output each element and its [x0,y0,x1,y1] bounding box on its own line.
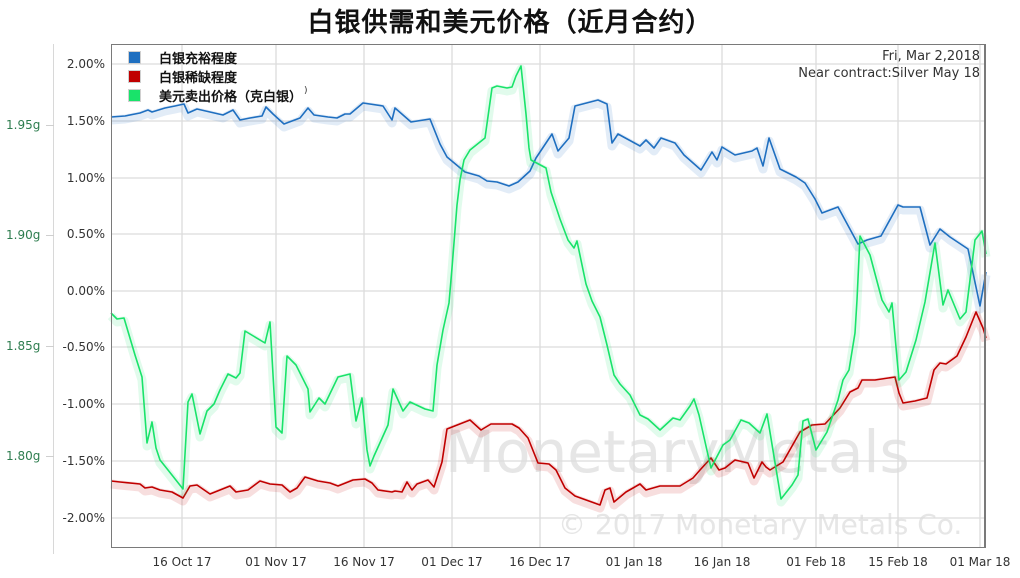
date-tick: 01 Mar 18 [949,555,1011,569]
legend-label: 白银稀缺程度 [159,71,238,86]
pct-tick: 0.00% [66,284,105,298]
gridlines [111,44,986,548]
date-tick: 16 Jan 18 [693,555,751,569]
legend-extra-paren: ) [304,85,308,96]
legend-label: 白银充裕程度 [159,52,238,67]
scarcity-line-shadow [110,310,991,513]
pct-tick: -0.50% [62,340,105,354]
price-tick: 1.95g [6,118,41,132]
legend-swatch-blue [128,51,141,64]
price-tick-mark [46,456,54,457]
watermark-logo-text: MonetaryMetals [445,418,910,486]
price-tick-mark [46,235,54,236]
scarcity-line [110,311,987,506]
info-date: Fri, Mar 2,2018 [882,49,980,64]
legend-item-scarcity[interactable]: 白银稀缺程度 [128,67,308,86]
plot-area [111,44,986,548]
pct-tick: 0.50% [66,227,105,241]
price-tick: 1.90g [6,228,41,242]
date-tick: 01 Nov 17 [245,555,307,569]
price-tick: 1.80g [6,449,41,463]
left-axis-line [53,44,54,554]
abundance-line-shadow [110,98,991,314]
info-contract: Near contract:Silver May 18 [798,66,980,81]
price-tick-mark [46,346,54,347]
watermark-copyright: © 2017 Monetary Metals Co. [558,508,963,541]
legend-label: 美元卖出价格（克白银） [159,90,303,105]
pct-tick: -1.50% [62,454,105,468]
price-tick: 1.85g [6,339,41,353]
abundance-line [110,99,987,307]
pct-tick: -1.00% [62,397,105,411]
chart-info: Fri, Mar 2,2018 Near contract:Silver May… [798,48,980,82]
legend-item-dollar-price[interactable]: 美元卖出价格（克白银） ) [128,86,308,105]
date-tick: 15 Feb 18 [868,555,928,569]
pct-tick: -2.00% [62,511,105,525]
price-tick-mark [46,125,54,126]
pct-tick: 2.00% [66,57,105,71]
legend-swatch-green [128,89,141,102]
pct-tick: 1.00% [66,171,105,185]
chart-legend: 白银充裕程度 白银稀缺程度 美元卖出价格（克白银） ) [128,48,308,105]
date-tick: 01 Feb 18 [786,555,846,569]
pct-tick: 1.50% [66,114,105,128]
dollar-price-line [110,65,987,500]
date-tick: 01 Dec 17 [421,555,483,569]
date-tick: 16 Nov 17 [333,555,395,569]
chart-title: 白银供需和美元价格（近月合约） [307,8,713,38]
date-tick: 16 Dec 17 [509,555,571,569]
date-tick: 16 Oct 17 [152,555,212,569]
legend-item-abundance[interactable]: 白银充裕程度 [128,48,308,67]
date-tick: 01 Jan 18 [605,555,663,569]
legend-swatch-red [128,70,141,83]
